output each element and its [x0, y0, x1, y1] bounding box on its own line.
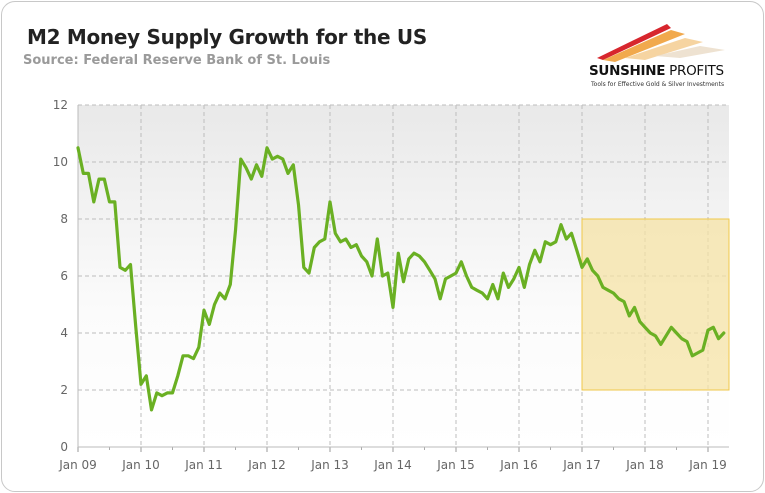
x-tick-label: Jan 15 [436, 458, 475, 472]
y-tick-label: 10 [53, 155, 68, 169]
highlight-box [581, 218, 730, 391]
logo-streaks-icon [597, 24, 725, 62]
x-tick-label: Jan 12 [247, 458, 286, 472]
y-tick-label: 0 [60, 440, 68, 454]
x-tick-label: Jan 18 [625, 458, 664, 472]
x-tick-label: Jan 11 [184, 458, 223, 472]
x-tick-label: Jan 16 [499, 458, 538, 472]
sunshine-profits-logo: SUNSHINE PROFITS Tools for Effective Gol… [585, 20, 735, 100]
chart-source: Source: Federal Reserve Bank of St. Loui… [23, 53, 331, 68]
x-tick-label: Jan 19 [688, 458, 727, 472]
y-tick-label: 6 [60, 269, 68, 283]
x-tick-label: Jan 13 [310, 458, 349, 472]
logo-tagline: Tools for Effective Gold & Silver Invest… [591, 81, 725, 88]
chart-title: M2 Money Supply Growth for the US [27, 25, 427, 49]
y-tick-label: 8 [60, 212, 68, 226]
y-tick-label: 12 [53, 98, 68, 112]
x-tick-label: Jan 10 [121, 458, 160, 472]
x-tick-label: Jan 17 [562, 458, 601, 472]
x-tick-label: Jan 14 [373, 458, 412, 472]
logo-name: SUNSHINE PROFITS [589, 63, 724, 79]
x-tick-label: Jan 09 [58, 458, 97, 472]
y-tick-label: 2 [60, 383, 68, 397]
y-tick-label: 4 [60, 326, 68, 340]
m2-growth-line [76, 146, 726, 412]
